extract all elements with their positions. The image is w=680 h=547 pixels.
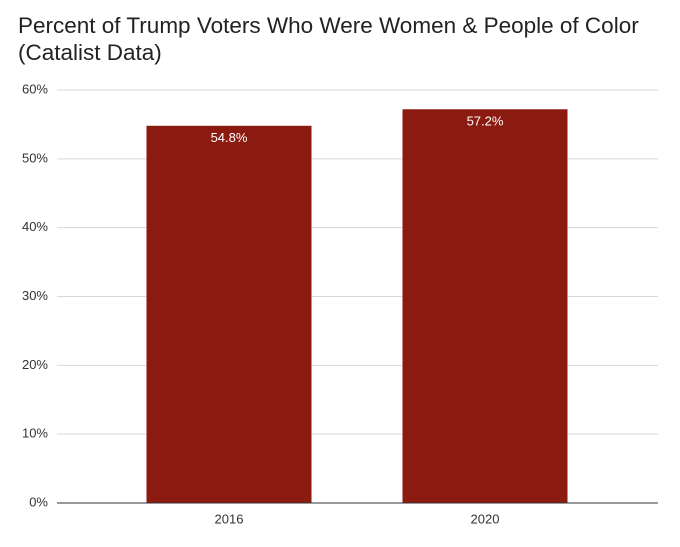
y-tick-label: 0% (29, 494, 48, 509)
chart-title: Percent of Trump Voters Who Were Women &… (18, 13, 639, 65)
bar (402, 109, 568, 504)
y-tick-label: 30% (22, 288, 48, 303)
value-label: 54.8% (211, 130, 248, 145)
y-tick-label: 60% (22, 81, 48, 96)
value-label: 57.2% (467, 114, 504, 129)
bar (146, 125, 312, 503)
x-tick-label: 2020 (471, 511, 500, 526)
y-tick-label: 20% (22, 357, 48, 372)
y-tick-label: 40% (22, 219, 48, 234)
y-tick-label: 50% (22, 150, 48, 165)
x-tick-label: 2016 (215, 511, 244, 526)
y-tick-label: 10% (22, 426, 48, 441)
